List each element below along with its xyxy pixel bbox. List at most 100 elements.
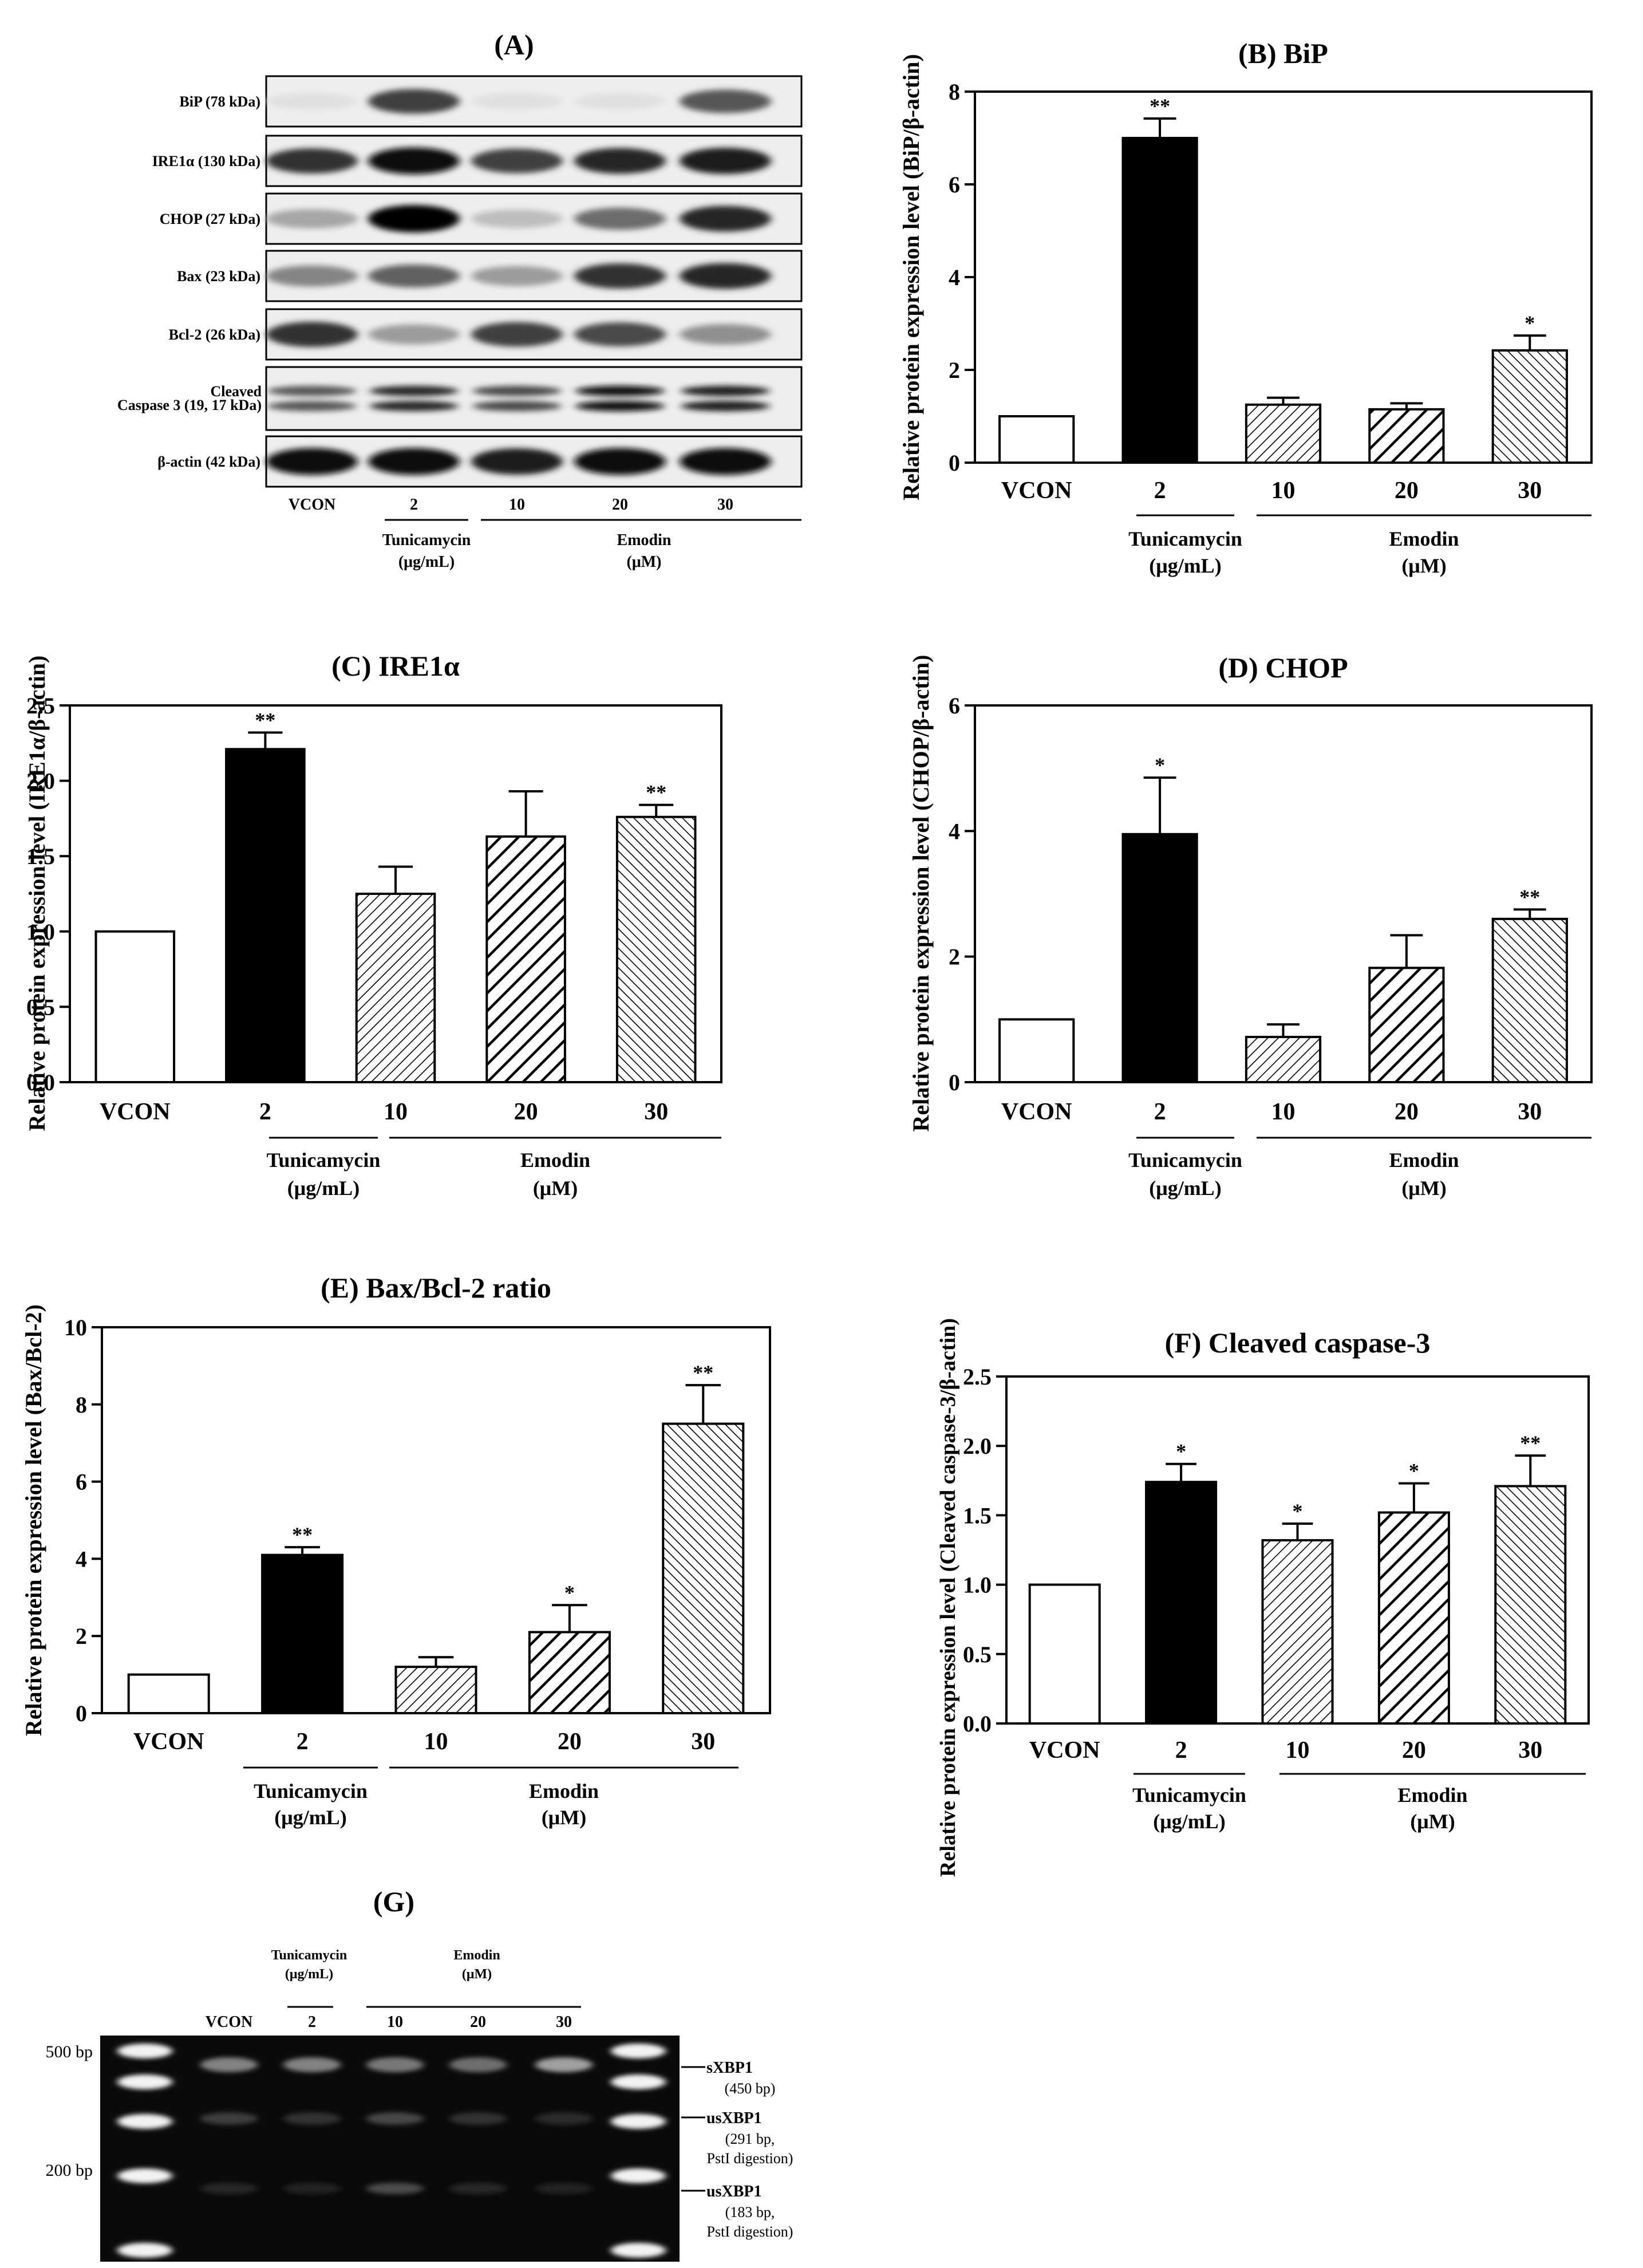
blot-row: BiP (78 kDa) (179, 75, 803, 128)
blot-band (575, 401, 665, 412)
bar (1028, 1583, 1101, 1725)
x-tick-label: 2 (1175, 1737, 1187, 1764)
gel-band (366, 2112, 424, 2125)
y-tick-label: 2 (949, 357, 960, 383)
blot-band (471, 210, 563, 228)
x-tick-label: 30 (1518, 478, 1542, 504)
bar (998, 1018, 1075, 1084)
band-detail: (183 bp, (725, 2204, 775, 2220)
chart-e: (E) Bax/Bcl-2 ratio 0 2 4 6 8 10 Relative prote… (21, 1272, 771, 1829)
ladder-band (117, 2074, 172, 2089)
y-tick-label: 0 (76, 1701, 87, 1726)
gel-band (535, 2183, 593, 2194)
significance-mark: * (564, 1581, 575, 1604)
bar (528, 1631, 611, 1714)
group-label: Emodin (1389, 1149, 1459, 1172)
x-tick-label: 10 (424, 1729, 448, 1755)
chart-b: (B) BiP 0 2 4 6 8 Relative protein expression … (898, 37, 1593, 577)
x-tick-label: 10 (1286, 1737, 1310, 1764)
ladder-band (117, 2114, 172, 2129)
x-tick-label: VCON (1029, 1737, 1100, 1764)
blot-band (471, 148, 563, 173)
blot-label: β-actin (42 kDa) (157, 453, 260, 470)
blot-band (368, 147, 460, 175)
blot-row: Bcl-2 (26 kDa) (169, 308, 803, 361)
blot-band (471, 448, 563, 475)
y-axis-label: Relative protein expression level (Bax/B… (21, 1304, 46, 1736)
bar (355, 893, 436, 1083)
ladder-band (611, 2168, 666, 2183)
group-unit: (μM) (1401, 554, 1446, 577)
group-label: Tunicamycin (1132, 1784, 1246, 1806)
blot-band (471, 93, 563, 110)
size-marker: 500 bp (46, 2042, 93, 2061)
x-tick-label: VCON (133, 1729, 204, 1755)
band-label: sXBP1 (706, 2059, 753, 2077)
y-tick-label: 6 (949, 693, 960, 719)
y-tick-label: 0 (949, 450, 960, 476)
blot-band (472, 401, 562, 412)
gel-band (449, 2057, 507, 2072)
x-tick-label: 30 (1518, 1737, 1542, 1764)
blot-label: CHOP (27 kDa) (160, 211, 260, 227)
y-tick-label: 2.5 (26, 693, 55, 719)
y-tick-label: 0.0 (26, 1070, 55, 1095)
bar (998, 415, 1075, 464)
blot-band (266, 322, 358, 347)
blot-band (680, 448, 771, 475)
x-tick-label: 20 (558, 1729, 582, 1755)
y-tick-label: 4 (76, 1546, 87, 1572)
bar (1377, 1511, 1450, 1725)
blot-band (681, 401, 770, 412)
ladder-band (611, 2243, 666, 2258)
panel-a-western-blot: (A) BiP (78 kDa) IRE1α (130 kDa) CHOP (27 … (117, 29, 803, 571)
bar (127, 1673, 210, 1715)
y-tick-label: 2 (76, 1623, 87, 1649)
y-tick-label: 0.5 (26, 994, 55, 1020)
gel-band (283, 2183, 341, 2194)
gel-band (535, 2057, 593, 2072)
blot-band (266, 448, 358, 475)
group-unit: (μM) (1410, 1810, 1455, 1833)
lane-label: 20 (470, 2013, 486, 2031)
x-tick-label: 10 (384, 1099, 408, 1125)
group-unit: (μM) (533, 1177, 578, 1200)
x-tick-label: 30 (644, 1099, 668, 1125)
bar (261, 1553, 344, 1714)
blot-band (267, 401, 357, 412)
gel-band (200, 2057, 258, 2072)
blot-row: β-actin (42 kDa) (157, 435, 803, 488)
y-axis-label: Relative protein expression level (CHOP/… (908, 655, 934, 1132)
significance-mark: ** (1150, 94, 1170, 117)
group-unit: (μg/mL) (398, 553, 455, 571)
significance-mark: ** (693, 1361, 713, 1384)
y-tick-label: 2.5 (963, 1364, 992, 1390)
blot-row: Bax (23 kDa) (177, 250, 803, 302)
y-tick-label: 10 (64, 1315, 87, 1340)
group-label: Emodin (520, 1149, 590, 1172)
y-tick-label: 8 (949, 79, 960, 105)
ladder-band (611, 2074, 666, 2089)
gel-band (283, 2057, 341, 2072)
y-tick-label: 0 (949, 1070, 960, 1095)
group-label: Emodin (1389, 527, 1459, 550)
significance-mark: ** (646, 781, 666, 804)
bar (394, 1666, 477, 1715)
group-label: Tunicamycin (382, 531, 471, 549)
blot-band (471, 322, 563, 347)
group-label: Tunicamycin (1128, 527, 1242, 550)
y-tick-label: 1.5 (26, 843, 55, 869)
bar (94, 930, 176, 1084)
blot-band (266, 93, 358, 110)
blot-row: IRE1α (130 kDa) (152, 135, 803, 187)
lane-label: 30 (556, 2013, 572, 2031)
blot-band (680, 206, 771, 232)
group-label: Emodin (453, 1948, 500, 1963)
blot-band (368, 324, 460, 345)
group-unit: (μg/mL) (285, 1967, 333, 1982)
y-tick-label: 6 (76, 1469, 87, 1495)
y-tick-label: 1.0 (963, 1572, 992, 1598)
bar (1245, 1036, 1322, 1084)
group-unit: (μg/mL) (274, 1806, 346, 1829)
